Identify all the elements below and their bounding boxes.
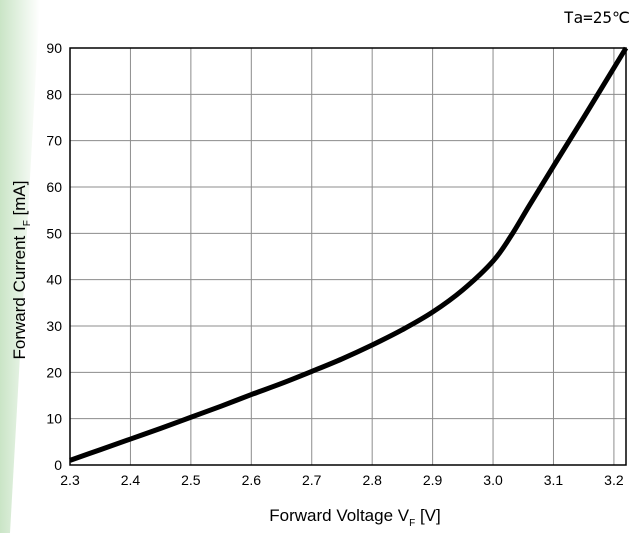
tick-labels: 2.3 2.4 2.5 2.6 2.7 2.8 2.9 3.0 3.1 3.2 0 10 20 30 40 5… [46,40,623,488]
x-axis-label-subscript: F [409,518,415,529]
y-tick-label: 50 [46,225,62,241]
x-tick-label: 2.4 [121,472,141,488]
y-axis-label: Forward Current IF [mA] [10,181,33,360]
x-axis-label-main: Forward Voltage V [269,506,410,525]
y-tick-label: 10 [46,411,62,427]
grid-lines [70,48,626,465]
x-tick-label: 2.3 [60,472,80,488]
y-tick-label: 60 [46,179,62,195]
y-axis-label-unit: [mA] [10,181,29,221]
left-accent-stripe [0,0,40,533]
y-axis-label-main: Forward Current I [10,226,29,359]
x-axis-label-unit: [V] [415,506,441,525]
y-tick-label: 0 [54,457,62,473]
y-tick-label: 90 [46,40,62,56]
x-axis-label: Forward Voltage VF [V] [269,506,440,529]
plot-frame [69,47,627,466]
x-tick-label: 2.8 [362,472,382,488]
iv-curve [69,46,629,463]
y-tick-label: 70 [46,133,62,149]
x-tick-label: 2.5 [181,472,201,488]
y-tick-label: 80 [46,86,62,102]
x-tick-label: 3.2 [604,472,624,488]
y-tick-label: 40 [46,272,62,288]
x-tick-label: 2.9 [423,472,443,488]
x-tick-label: 3.0 [483,472,503,488]
x-tick-label: 2.7 [302,472,322,488]
y-tick-label: 30 [46,318,62,334]
x-tick-label: 3.1 [544,472,564,488]
y-tick-label: 20 [46,364,62,380]
temperature-annotation: Ta=25℃ [564,8,630,27]
x-tick-label: 2.6 [242,472,262,488]
y-axis-label-subscript: F [22,220,33,226]
